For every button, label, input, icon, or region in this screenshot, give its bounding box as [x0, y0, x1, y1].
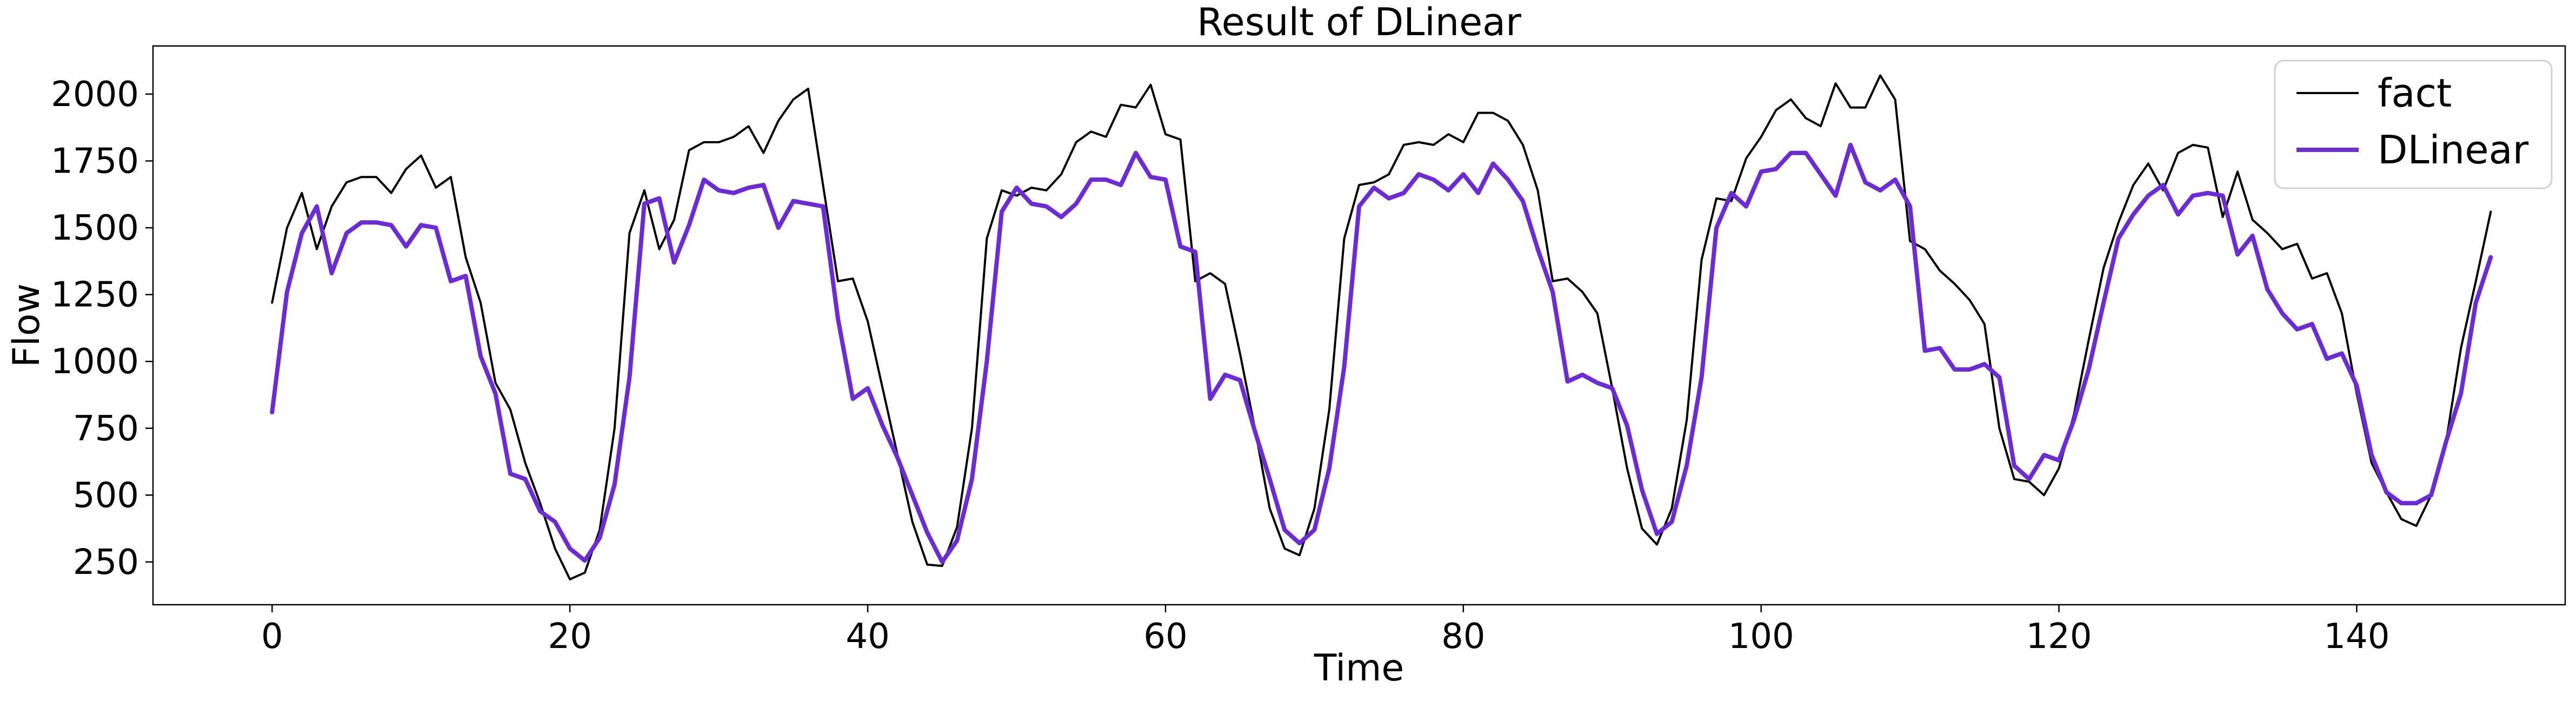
y-axis: 250 500 750 1000 1250 1500 1750 2000	[51, 75, 153, 583]
series-line-fact	[271, 74, 2492, 580]
y-tick-label: 750	[73, 409, 139, 449]
x-axis: 0 20 40 60 80 100 120 140	[261, 605, 2389, 657]
y-tick-label: 2000	[51, 75, 139, 115]
x-tick-label: 140	[2324, 617, 2389, 657]
x-tick-label: 80	[1441, 617, 1485, 657]
y-tick-label: 1500	[51, 208, 139, 248]
series-lines	[270, 74, 2493, 580]
x-tick-label: 0	[261, 617, 283, 657]
plot-area-frame	[152, 45, 2566, 606]
x-tick-label: 120	[2026, 617, 2092, 657]
legend-label-dlinear: DLinear	[2378, 127, 2529, 173]
chart-title: Result of DLinear	[1197, 0, 1521, 44]
y-tick-label: 1750	[51, 142, 139, 182]
y-tick-label: 1250	[51, 275, 139, 315]
x-tick-label: 60	[1143, 617, 1187, 657]
x-tick-label: 40	[846, 617, 889, 657]
y-tick-label: 500	[73, 475, 139, 515]
legend-label-fact: fact	[2378, 70, 2452, 116]
legend: fact DLinear	[2274, 59, 2553, 189]
y-tick-label: 1000	[51, 342, 139, 382]
x-axis-label: Time	[1314, 647, 1404, 690]
y-tick-label: 250	[73, 543, 139, 583]
x-tick-label: 20	[548, 617, 591, 657]
y-axis-label: Flow	[5, 283, 48, 367]
x-tick-label: 100	[1728, 617, 1794, 657]
series-line-dlinear	[270, 142, 2493, 564]
